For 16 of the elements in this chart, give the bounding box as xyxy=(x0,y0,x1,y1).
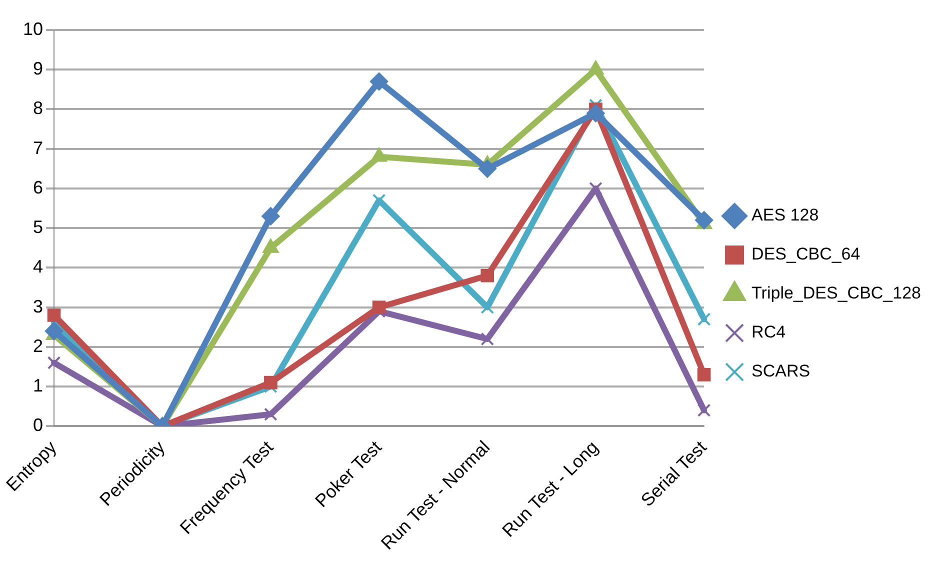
y-tick-label: 9 xyxy=(33,58,44,79)
y-tick-label: 1 xyxy=(33,376,44,396)
y-tick-label: 5 xyxy=(33,217,44,238)
legend-label: Triple_DES_CBC_128 xyxy=(752,284,921,303)
y-tick-label: 6 xyxy=(33,177,44,198)
y-tick-label: 0 xyxy=(33,415,44,436)
y-tick-label: 7 xyxy=(33,138,44,158)
y-tick-label: 10 xyxy=(22,18,44,39)
y-tick-label: 4 xyxy=(33,256,44,277)
legend-label: RC4 xyxy=(752,322,786,342)
legend-label: DES_CBC_64 xyxy=(752,244,860,264)
legend-label: AES 128 xyxy=(752,206,819,225)
y-tick-label: 2 xyxy=(33,336,44,356)
legend-label: SCARS xyxy=(752,362,810,381)
y-tick-label: 3 xyxy=(33,296,44,316)
y-tick-label: 8 xyxy=(33,98,44,118)
